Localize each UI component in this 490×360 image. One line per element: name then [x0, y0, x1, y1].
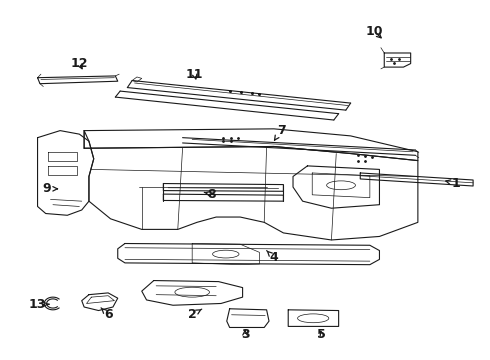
Text: 1: 1	[446, 177, 461, 190]
Text: 5: 5	[318, 328, 326, 341]
Text: 13: 13	[29, 298, 49, 311]
Text: 12: 12	[71, 57, 88, 70]
Text: 6: 6	[101, 308, 113, 321]
Text: 4: 4	[267, 251, 278, 264]
Text: 8: 8	[204, 188, 216, 201]
Text: 2: 2	[188, 308, 202, 321]
Text: 11: 11	[186, 68, 203, 81]
Text: 7: 7	[274, 124, 285, 140]
Text: 10: 10	[366, 25, 383, 38]
Text: 3: 3	[241, 328, 249, 341]
Text: 9: 9	[43, 182, 57, 195]
